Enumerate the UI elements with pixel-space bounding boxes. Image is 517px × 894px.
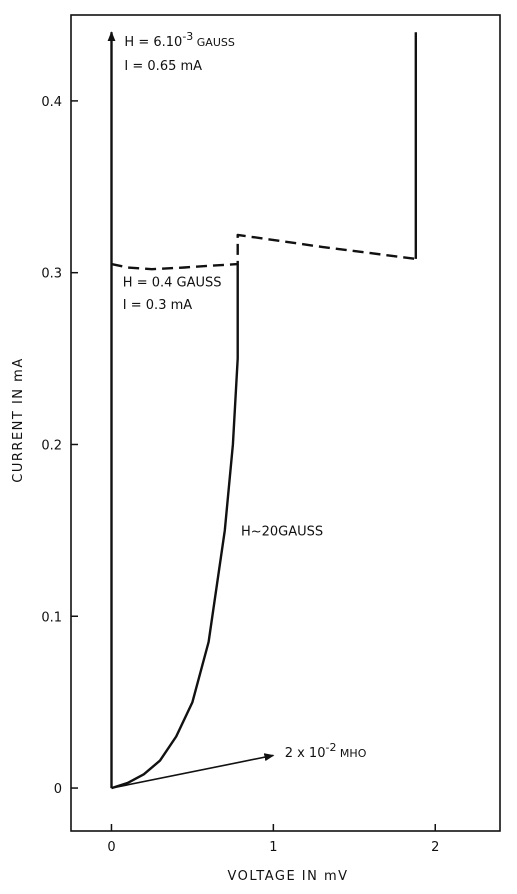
y-tick-label: 0.2 [41, 438, 62, 453]
series-line-1 [111, 233, 416, 271]
annotation-ann_i1: I = 0.65 mA [124, 59, 202, 74]
annotation-layer: H = 6.10-3 GAUSS I = 0.65 mA H = 0.4 GAUSS… [123, 30, 367, 761]
y-axis-title: CURRENT IN mA [11, 357, 26, 482]
series-line-4 [111, 753, 275, 789]
annotation-text: 2 x 10 [285, 746, 326, 761]
annotation-text: H = 0.4 GAUSS [123, 275, 222, 290]
annotation-superscript: -3 [182, 30, 193, 43]
x-tick-label: 1 [269, 840, 277, 855]
x-tick-label: 0 [107, 840, 115, 855]
annotation-tail: GAUSS [193, 36, 235, 49]
annotation-ann_mho: 2 x 10-2 MHO [285, 741, 367, 761]
series-layer [107, 31, 417, 790]
x-axis-title: VOLTAGE IN mV [227, 869, 348, 884]
y-tick-label: 0.4 [41, 95, 62, 110]
series-line-3 [111, 264, 239, 790]
annotation-ann_h3: H~20GAUSS [241, 525, 323, 540]
annotation-text: H~20GAUSS [241, 525, 323, 540]
y-tick-label: 0.1 [41, 610, 62, 625]
x-tick-label: 2 [431, 840, 439, 855]
annotation-tail: MHO [336, 747, 366, 760]
annotation-superscript: -2 [325, 741, 336, 754]
annotation-text: I = 0.65 mA [124, 59, 202, 74]
annotation-ann_h2: H = 0.4 GAUSS [123, 275, 222, 290]
y-tick-label: 0 [54, 782, 62, 797]
tick-layer: 0 1 2 0 0.1 0.2 0.3 0.4 [41, 95, 439, 855]
y-tick-label: 0.3 [41, 267, 62, 282]
annotation-text: I = 0.3 mA [123, 298, 192, 313]
annotation-text: H = 6.10 [124, 35, 182, 50]
annotation-ann_i2: I = 0.3 mA [123, 298, 192, 313]
plot-frame [70, 14, 501, 832]
annotation-ann_h1: H = 6.10-3 GAUSS [124, 30, 234, 50]
